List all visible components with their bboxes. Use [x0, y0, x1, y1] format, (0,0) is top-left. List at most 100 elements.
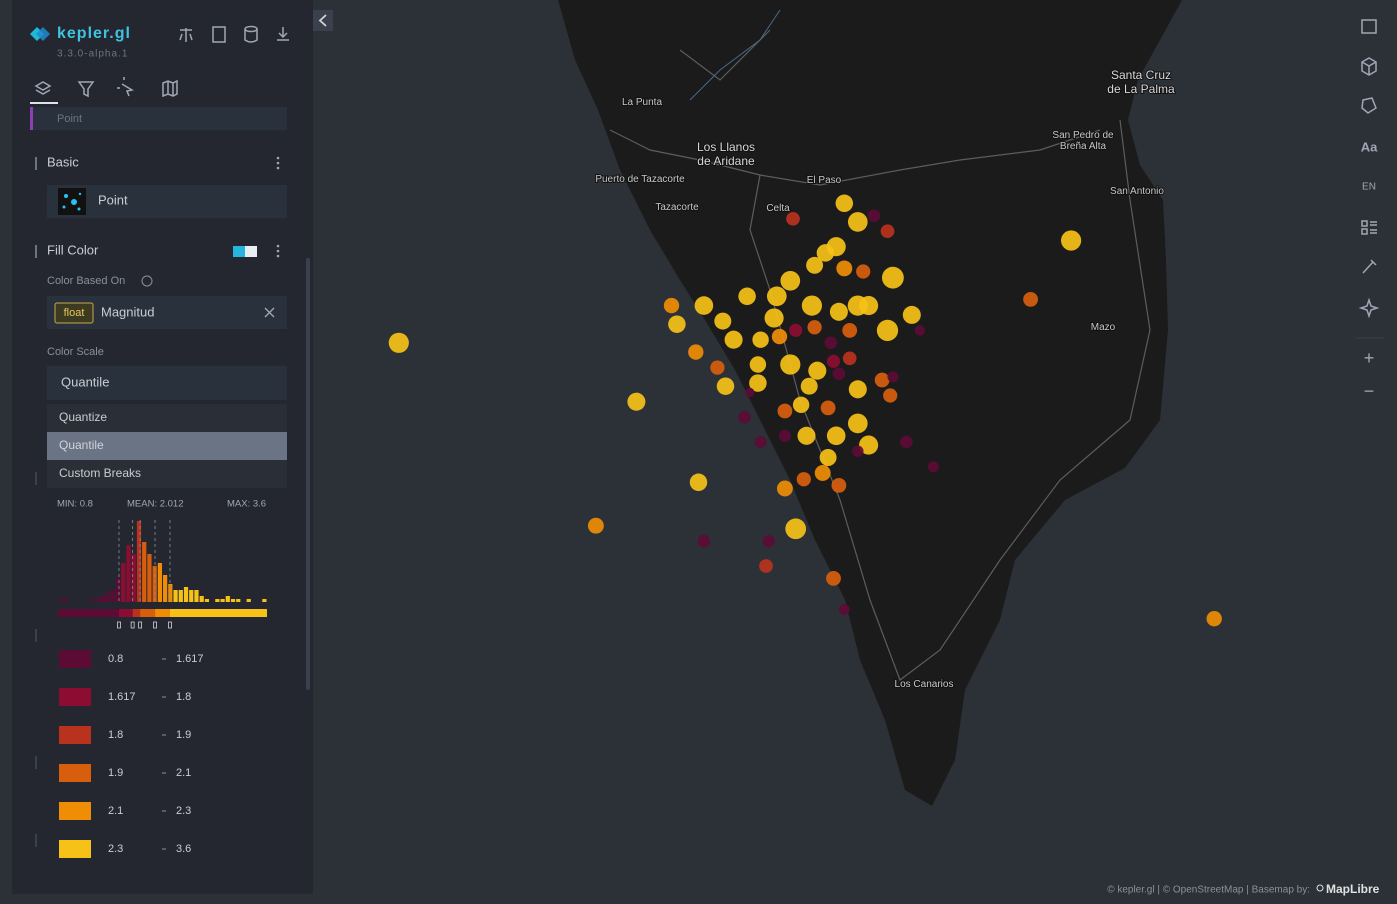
- earthquake-point[interactable]: [883, 388, 898, 403]
- earthquake-point[interactable]: [777, 403, 793, 419]
- earthquake-point[interactable]: [785, 518, 807, 540]
- earthquake-point[interactable]: [814, 465, 831, 481]
- effects-button[interactable]: [1362, 259, 1377, 274]
- earthquake-point[interactable]: [835, 194, 854, 213]
- ai-button[interactable]: [1358, 297, 1380, 319]
- earthquake-point[interactable]: [764, 308, 784, 328]
- legend-swatch[interactable]: [59, 726, 91, 744]
- legend-button[interactable]: [1361, 220, 1377, 235]
- earthquake-point[interactable]: [797, 426, 816, 445]
- earthquake-point[interactable]: [688, 344, 704, 360]
- docs-button[interactable]: [212, 26, 226, 43]
- earthquake-point[interactable]: [829, 302, 848, 321]
- earthquake-point[interactable]: [880, 224, 895, 239]
- legend-swatch[interactable]: [59, 764, 91, 782]
- earthquake-point[interactable]: [796, 472, 811, 487]
- legend-swatch[interactable]: [59, 802, 91, 820]
- dropdown-option[interactable]: Quantize: [59, 410, 107, 424]
- earthquake-point[interactable]: [766, 286, 787, 307]
- earthquake-point[interactable]: [881, 266, 904, 289]
- dropdown-option[interactable]: Quantile: [59, 438, 104, 452]
- color-swatch[interactable]: [233, 246, 245, 257]
- earthquake-point[interactable]: [826, 571, 841, 586]
- earthquake-point[interactable]: [587, 517, 604, 534]
- legend-to[interactable]: 1.617: [176, 653, 204, 665]
- earthquake-point[interactable]: [824, 336, 838, 350]
- earthquake-point[interactable]: [826, 426, 846, 446]
- export-button[interactable]: [277, 27, 289, 41]
- earthquake-point[interactable]: [914, 325, 926, 336]
- break-handle[interactable]: [168, 621, 172, 629]
- earthquake-point[interactable]: [771, 328, 788, 345]
- earthquake-point[interactable]: [847, 413, 868, 434]
- earthquake-point[interactable]: [927, 461, 939, 473]
- earthquake-point[interactable]: [668, 315, 686, 333]
- legend-from[interactable]: 1.8: [108, 729, 123, 741]
- layers-tab[interactable]: [34, 81, 52, 95]
- earthquake-point[interactable]: [663, 297, 680, 314]
- earthquake-point[interactable]: [710, 360, 725, 375]
- earthquake-point[interactable]: [902, 305, 921, 324]
- earthquake-point[interactable]: [754, 435, 767, 449]
- earthquake-point[interactable]: [724, 330, 743, 349]
- earthquake-point[interactable]: [801, 295, 823, 316]
- earthquake-point[interactable]: [859, 435, 879, 455]
- break-handle[interactable]: [153, 621, 157, 629]
- earthquake-point[interactable]: [1061, 230, 1082, 251]
- earthquake-point[interactable]: [714, 312, 732, 330]
- break-handle[interactable]: [117, 621, 121, 629]
- basemap-tab[interactable]: [162, 79, 178, 98]
- earthquake-point[interactable]: [887, 371, 899, 383]
- earthquake-point[interactable]: [859, 296, 879, 316]
- earthquake-point[interactable]: [847, 212, 868, 232]
- legend-from[interactable]: 1.617: [108, 691, 136, 703]
- earthquake-point[interactable]: [842, 323, 858, 338]
- zoom-out-button[interactable]: −: [1364, 381, 1375, 401]
- earthquake-point[interactable]: [749, 374, 767, 392]
- earthquake-point[interactable]: [776, 480, 793, 497]
- legend-from[interactable]: 2.1: [108, 805, 123, 817]
- section-menu[interactable]: [276, 156, 280, 170]
- earthquake-point[interactable]: [780, 270, 801, 291]
- layer-type-selector[interactable]: [47, 185, 287, 218]
- zoom-in-button[interactable]: +: [1364, 348, 1375, 368]
- map-text-button[interactable]: Aa: [1361, 139, 1378, 154]
- maplibre-logo[interactable]: MapLibre: [1326, 882, 1380, 896]
- earthquake-point[interactable]: [842, 351, 857, 366]
- earthquake-point[interactable]: [832, 367, 846, 381]
- legend-swatch[interactable]: [59, 650, 91, 668]
- locale-button[interactable]: EN: [1362, 182, 1376, 193]
- earthquake-point[interactable]: [780, 354, 801, 375]
- earthquake-point[interactable]: [752, 331, 769, 348]
- earthquake-point[interactable]: [786, 211, 800, 226]
- earthquake-point[interactable]: [848, 380, 867, 399]
- info-icon[interactable]: [141, 275, 153, 287]
- legend-to[interactable]: 3.6: [176, 843, 191, 855]
- earthquake-point[interactable]: [745, 387, 755, 398]
- legend-to[interactable]: 1.9: [176, 729, 191, 741]
- earthquake-point[interactable]: [820, 400, 836, 416]
- earthquake-point[interactable]: [792, 396, 810, 414]
- earthquake-point[interactable]: [819, 449, 837, 466]
- collapse-button[interactable]: [313, 10, 333, 31]
- draw-button[interactable]: [1361, 97, 1377, 114]
- earthquake-point[interactable]: [778, 429, 791, 442]
- legend-to[interactable]: 1.8: [176, 691, 191, 703]
- bug-report-button[interactable]: [179, 28, 193, 42]
- earthquake-point[interactable]: [716, 377, 735, 395]
- earthquake-point[interactable]: [694, 296, 714, 315]
- layer-header[interactable]: [30, 107, 287, 130]
- earthquake-point[interactable]: [800, 377, 818, 395]
- earthquake-point[interactable]: [808, 361, 827, 380]
- legend-swatch[interactable]: [59, 840, 91, 858]
- earthquake-point[interactable]: [836, 260, 853, 277]
- earthquake-point[interactable]: [826, 354, 841, 368]
- split-map-button[interactable]: [1361, 19, 1377, 34]
- earthquake-point[interactable]: [759, 559, 773, 573]
- earthquake-point[interactable]: [876, 319, 899, 342]
- earthquake-point[interactable]: [388, 332, 409, 353]
- earthquake-point[interactable]: [738, 410, 751, 424]
- earthquake-point[interactable]: [689, 473, 708, 492]
- 3d-button[interactable]: [1361, 57, 1377, 76]
- legend-to[interactable]: 2.1: [176, 767, 191, 779]
